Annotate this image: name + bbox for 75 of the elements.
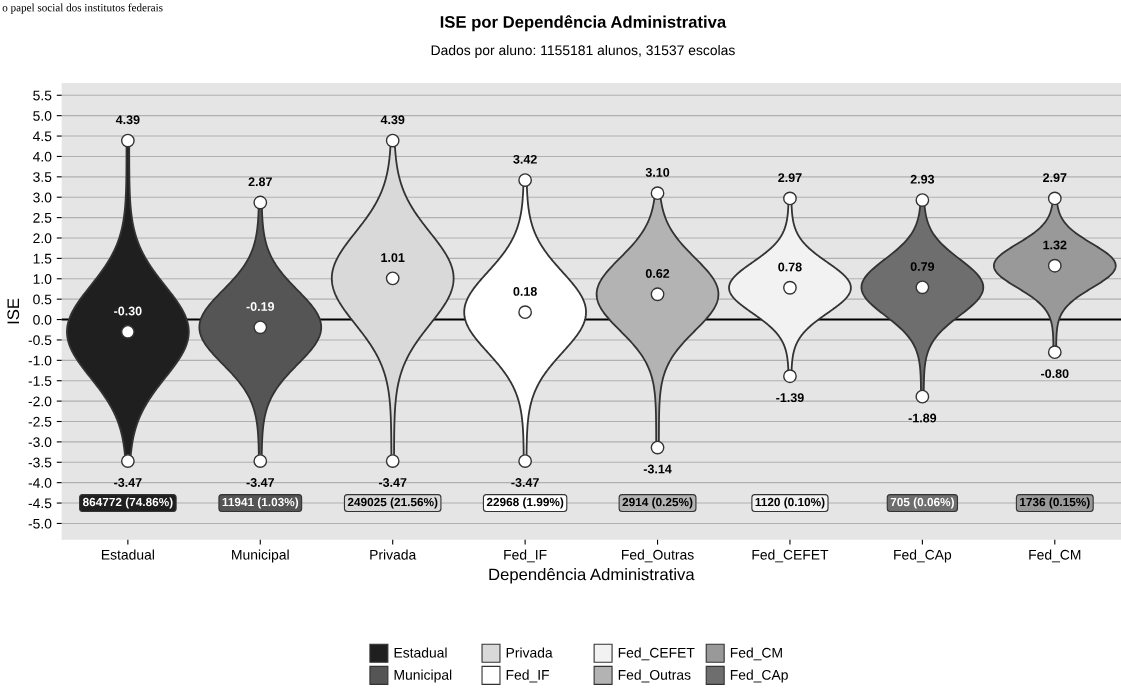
annotation: 1120 (0.10%)	[755, 497, 825, 509]
category-label: Fed_CAp	[730, 669, 788, 683]
data-label: 0.78	[778, 262, 802, 272]
data-label: 4.39	[115, 115, 140, 125]
y-tick-label: 1.5	[33, 253, 52, 264]
y-tick-label: 4.0	[32, 151, 52, 162]
annotation: 2914 (0.25%)	[622, 497, 693, 509]
y-tick-label: 1.0	[33, 274, 52, 284]
annotation: 22968 (1.99%)	[486, 497, 564, 509]
annotation: 705 (0.06%)	[890, 497, 954, 509]
y-tick-label: -2.5	[28, 416, 52, 427]
text: o papel social dos institutos federais	[2, 3, 163, 14]
y-tick-label: 2.5	[33, 212, 52, 223]
y-tick-label: 4.5	[32, 131, 52, 142]
category-label: Privada	[506, 647, 553, 658]
data-label: 2.97	[1043, 173, 1067, 183]
chart-subtitle: Dados por aluno: 1155181 alunos, 31537 escolas	[431, 44, 735, 58]
y-tick-label: -5.0	[28, 518, 52, 529]
data-label: 1.32	[1043, 240, 1067, 250]
x-tick-label: Fed_Outras	[622, 549, 694, 563]
y-tick-label: -4.5	[28, 498, 52, 509]
y-tick-label: 5.0	[33, 111, 52, 121]
data-label: -0.30	[114, 306, 142, 316]
x-tick-label: Municipal	[232, 549, 289, 563]
y-tick-label: -1.5	[28, 376, 52, 386]
annotation: 249025 (21.56%)	[347, 497, 438, 509]
y-tick-label: 0.5	[33, 294, 52, 305]
data-label: -3.47	[114, 478, 142, 487]
x-tick-label: Fed_IF	[504, 549, 547, 563]
data-label: 0.79	[910, 262, 935, 271]
category-label: Fed_IF	[506, 669, 550, 683]
data-label: -3.47	[511, 478, 539, 487]
category-label: Fed_Outras	[618, 669, 691, 683]
y-tick-label: -4.0	[28, 478, 52, 488]
y-tick-label: -0.5	[28, 335, 52, 346]
y-tick-label: 2.0	[33, 233, 52, 244]
annotation: 1736 (0.15%)	[1020, 497, 1090, 509]
data-label: -3.47	[378, 478, 407, 487]
data-label: -3.47	[246, 478, 274, 487]
x-tick-label: Fed_CAp	[894, 549, 952, 563]
y-tick-label: -3.0	[28, 437, 52, 448]
data-label: 4.39	[380, 115, 405, 125]
data-label: 1.01	[381, 253, 405, 263]
data-label: -0.19	[246, 302, 275, 311]
data-label: -3.14	[643, 464, 672, 474]
y-tick-label: 0.0	[33, 314, 52, 325]
y-tick-label: 5.5	[33, 90, 52, 101]
x-tick-label: Privada	[370, 549, 417, 560]
data-label: -1.89	[908, 413, 937, 423]
data-label: 2.93	[910, 174, 935, 184]
y-axis-title: ISE	[7, 298, 20, 324]
x-tick-label: Fed_CEFET	[752, 549, 829, 563]
data-label: 3.10	[645, 167, 670, 177]
category-label: Fed_CM	[730, 647, 782, 661]
y-tick-label: -2.0	[28, 396, 52, 407]
chart-title: ISE por Dependência Administrativa	[440, 15, 727, 32]
category-label: Estadual	[394, 647, 447, 658]
y-tick-label: 3.5	[33, 172, 52, 182]
data-label: 0.18	[513, 287, 537, 296]
data-label: 3.42	[513, 154, 537, 164]
data-label: -1.39	[776, 393, 804, 403]
data-label: 2.87	[248, 177, 272, 187]
category-label: Fed_CEFET	[618, 647, 695, 661]
x-tick-label: Fed_CM	[1029, 549, 1081, 563]
y-tick-label: -1.0	[28, 355, 52, 366]
x-axis-title: Dependência Administrativa	[489, 567, 695, 584]
annotation: 864772 (74.86%)	[82, 497, 173, 509]
annotation: 11941 (1.03%)	[222, 497, 299, 509]
category-label: Municipal	[394, 669, 452, 683]
y-tick-label: 3.0	[33, 192, 52, 203]
data-label: -0.80	[1041, 369, 1069, 379]
data-label: 2.97	[778, 173, 802, 183]
y-tick-label: -3.5	[28, 457, 52, 468]
data-label: 0.62	[645, 269, 670, 278]
x-tick-label: Estadual	[101, 549, 154, 560]
